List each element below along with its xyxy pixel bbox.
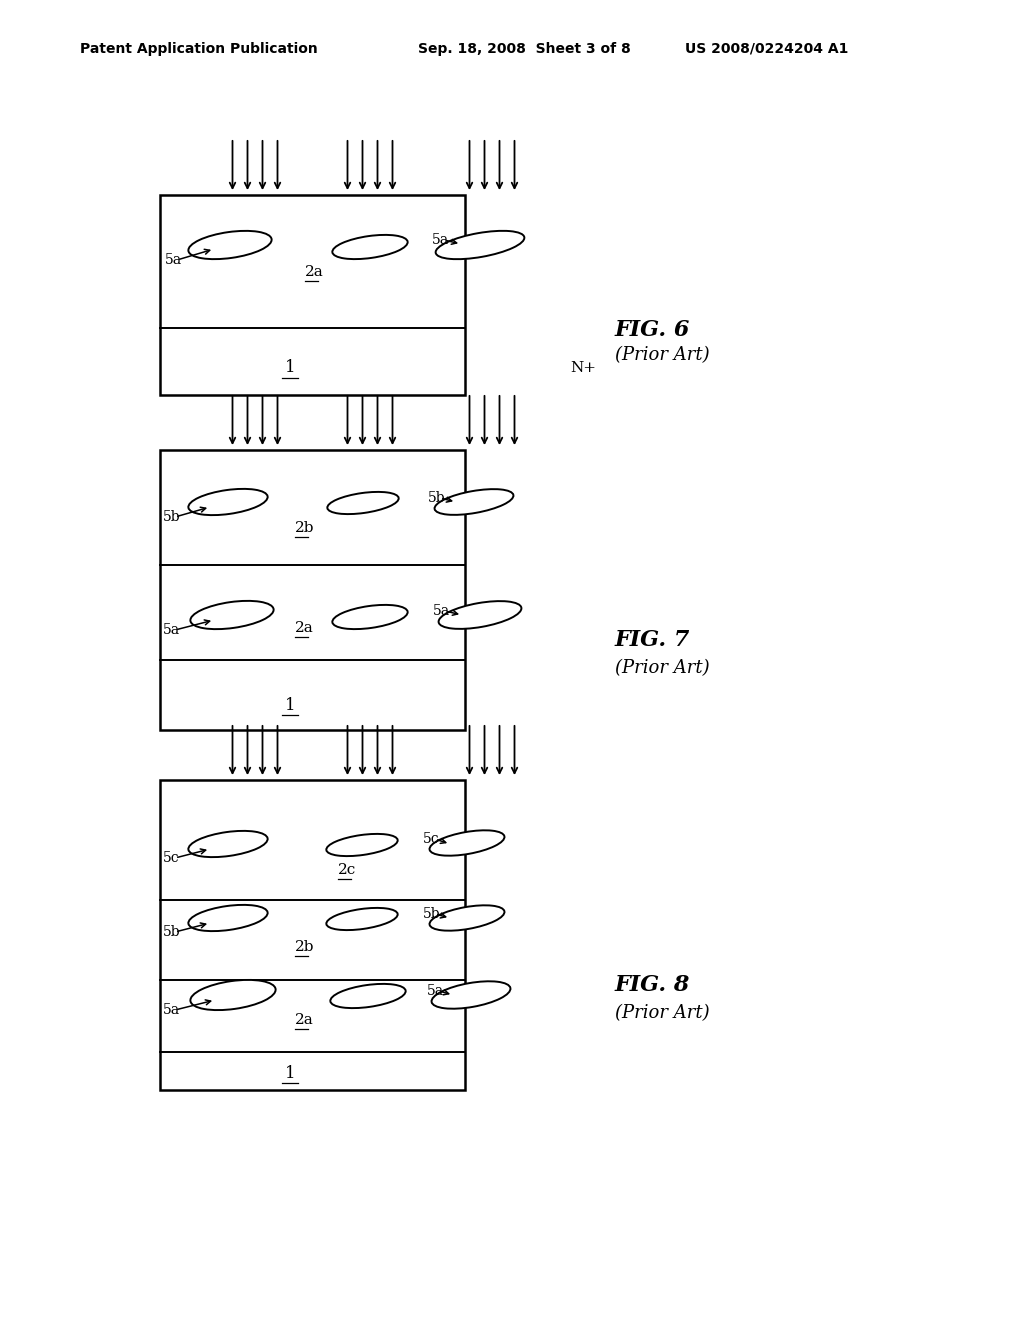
- Ellipse shape: [333, 235, 408, 259]
- Text: 2b: 2b: [295, 940, 314, 954]
- Ellipse shape: [190, 979, 275, 1010]
- Ellipse shape: [429, 906, 505, 931]
- Text: 5a: 5a: [432, 234, 450, 247]
- Text: FIG. 8: FIG. 8: [615, 974, 690, 997]
- Text: 5b: 5b: [423, 907, 440, 921]
- Text: (Prior Art): (Prior Art): [615, 346, 710, 364]
- Ellipse shape: [333, 605, 408, 630]
- Ellipse shape: [188, 830, 267, 857]
- Ellipse shape: [327, 834, 397, 857]
- Bar: [160, 195, 465, 395]
- Text: 5a: 5a: [163, 623, 180, 638]
- Text: 5a: 5a: [427, 983, 444, 998]
- Ellipse shape: [434, 490, 513, 515]
- Ellipse shape: [328, 492, 398, 513]
- Text: Patent Application Publication: Patent Application Publication: [80, 42, 317, 55]
- Text: 5a: 5a: [165, 253, 182, 267]
- Ellipse shape: [431, 981, 510, 1008]
- Ellipse shape: [435, 231, 524, 259]
- Text: 5c: 5c: [163, 851, 179, 865]
- Bar: [160, 450, 465, 730]
- Text: 2b: 2b: [295, 521, 314, 535]
- Text: US 2008/0224204 A1: US 2008/0224204 A1: [685, 42, 848, 55]
- Text: 5b: 5b: [428, 491, 445, 506]
- Bar: [160, 780, 465, 1090]
- Text: 2a: 2a: [305, 265, 324, 279]
- Ellipse shape: [438, 601, 521, 628]
- Ellipse shape: [188, 906, 267, 931]
- Text: (Prior Art): (Prior Art): [615, 1005, 710, 1022]
- Text: (Prior Art): (Prior Art): [615, 659, 710, 677]
- Text: 5b: 5b: [163, 925, 180, 939]
- Text: 2c: 2c: [338, 863, 356, 876]
- Text: FIG. 7: FIG. 7: [615, 630, 690, 651]
- Ellipse shape: [331, 983, 406, 1008]
- Text: 5a: 5a: [163, 1003, 180, 1016]
- Ellipse shape: [429, 830, 505, 855]
- Ellipse shape: [188, 231, 271, 259]
- Text: 5b: 5b: [163, 510, 180, 524]
- Ellipse shape: [190, 601, 273, 630]
- Ellipse shape: [327, 908, 397, 931]
- Text: FIG. 6: FIG. 6: [615, 319, 690, 341]
- Text: 1: 1: [285, 697, 295, 714]
- Text: 1: 1: [285, 1064, 295, 1081]
- Text: 1: 1: [285, 359, 295, 376]
- Text: Sep. 18, 2008  Sheet 3 of 8: Sep. 18, 2008 Sheet 3 of 8: [418, 42, 631, 55]
- Ellipse shape: [188, 488, 267, 515]
- Text: 5a: 5a: [433, 605, 451, 618]
- Text: 2a: 2a: [295, 1012, 313, 1027]
- Text: N+: N+: [570, 360, 596, 375]
- Text: 2a: 2a: [295, 620, 313, 635]
- Text: 5c: 5c: [423, 832, 439, 846]
